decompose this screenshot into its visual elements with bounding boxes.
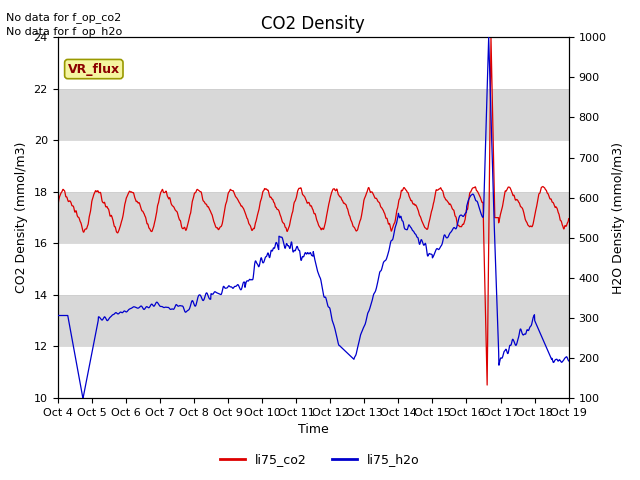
Text: VR_flux: VR_flux bbox=[68, 62, 120, 75]
Bar bbox=[58, 243, 569, 295]
Bar bbox=[58, 89, 569, 140]
Y-axis label: CO2 Density (mmol/m3): CO2 Density (mmol/m3) bbox=[15, 142, 28, 293]
Bar bbox=[58, 37, 569, 89]
Bar bbox=[58, 140, 569, 192]
X-axis label: Time: Time bbox=[298, 423, 328, 436]
Title: CO2 Density: CO2 Density bbox=[261, 15, 365, 33]
Text: No data for f_op_co2: No data for f_op_co2 bbox=[6, 12, 122, 23]
Legend: li75_co2, li75_h2o: li75_co2, li75_h2o bbox=[215, 448, 425, 471]
Bar bbox=[58, 347, 569, 398]
Bar bbox=[58, 295, 569, 347]
Y-axis label: H2O Density (mmol/m3): H2O Density (mmol/m3) bbox=[612, 142, 625, 294]
Text: No data for f_op_h2o: No data for f_op_h2o bbox=[6, 26, 123, 37]
Bar bbox=[58, 192, 569, 243]
